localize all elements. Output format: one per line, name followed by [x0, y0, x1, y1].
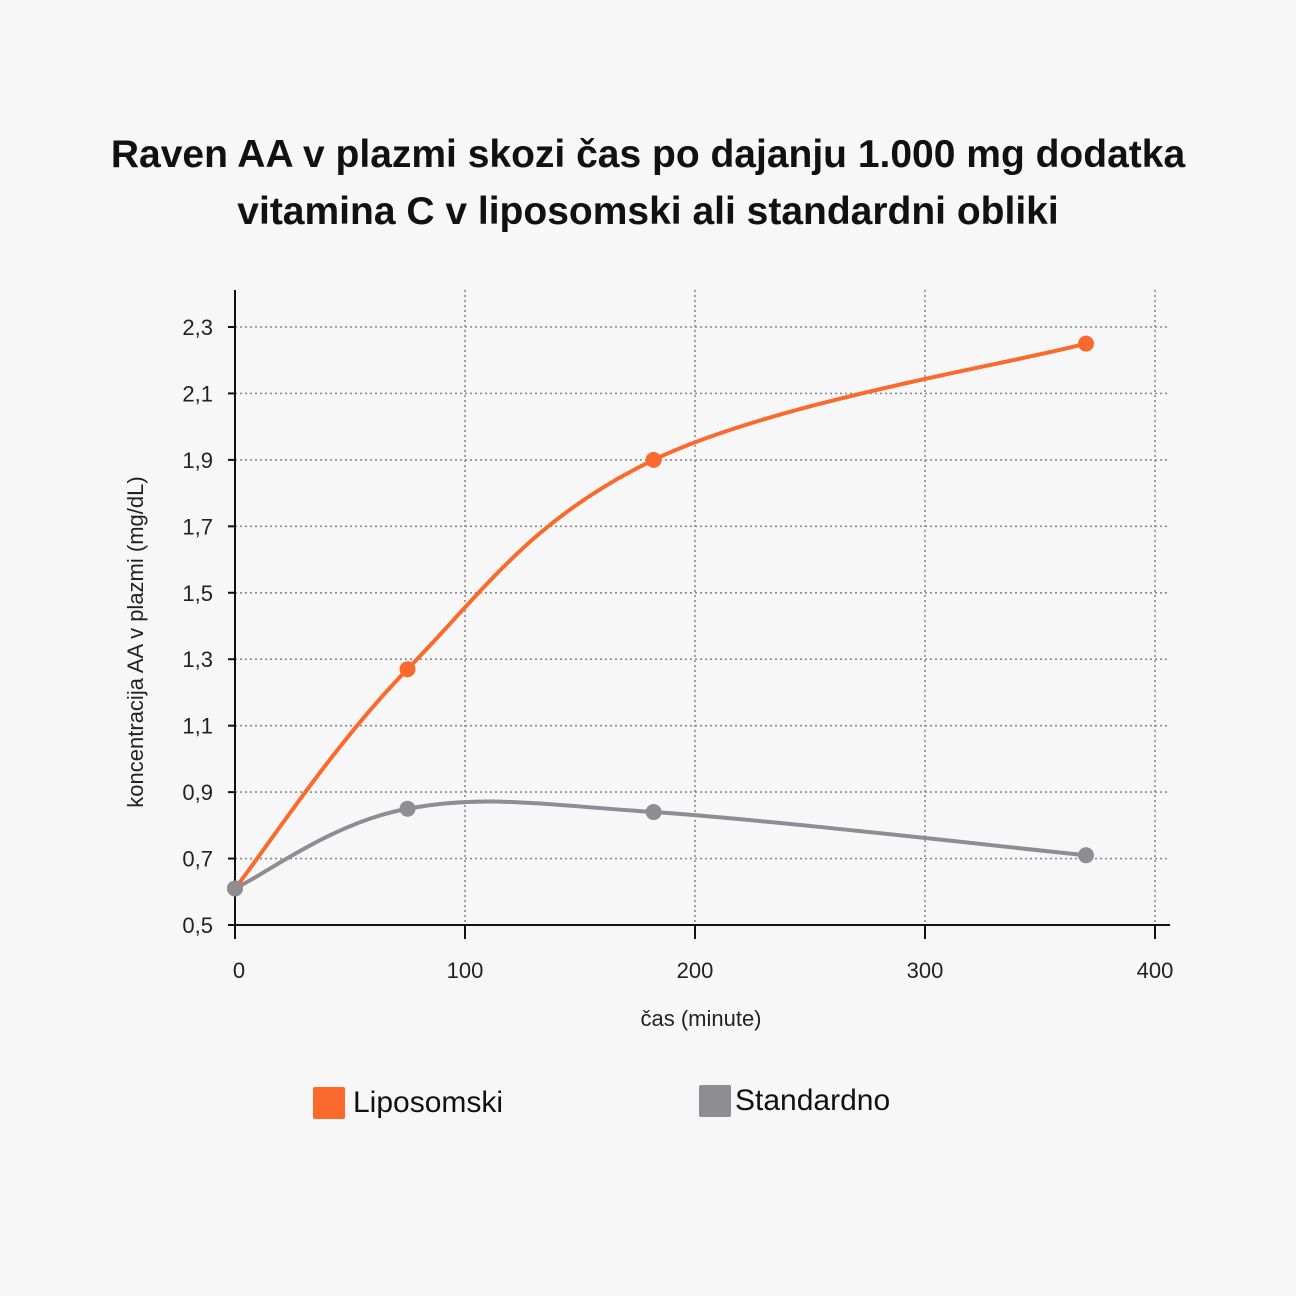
axes — [228, 290, 1170, 939]
legend-label-standardno: Standardno — [735, 1084, 891, 1117]
x-axis-title: čas (minute) — [640, 1006, 761, 1031]
x-tick-label: 0 — [233, 958, 245, 983]
y-tick-label: 0,9 — [182, 780, 213, 805]
series-line-liposomski — [233, 341, 1088, 891]
data-point-liposomski — [399, 661, 416, 678]
chart-title-line-1: Raven AA v plazmi skozi čas po dajanju 1… — [110, 133, 1186, 176]
tick-labels: 0,5 0,7 0,9 1,1 1,3 1,5 1,7 1,9 2,1 2,3 0 100 200 300… — [182, 315, 1173, 983]
legend-item-liposomski: Liposomski — [313, 1086, 503, 1120]
data-point-liposomski — [1078, 335, 1094, 352]
data-point-standardno — [227, 880, 243, 897]
x-tick-label: 300 — [907, 958, 944, 983]
grid-lines — [235, 290, 1170, 925]
y-tick-label: 0,5 — [182, 913, 213, 938]
y-tick-label: 0,7 — [182, 847, 213, 872]
y-tick-label: 1,3 — [182, 647, 213, 672]
legend: Liposomski Standardno — [0, 1080, 1296, 1130]
y-tick-label: 1,1 — [182, 714, 213, 739]
data-point-standardno — [399, 800, 416, 817]
data-point-standardno — [1078, 847, 1094, 864]
y-tick-label: 1,9 — [182, 448, 213, 473]
chart-title: Raven AA v plazmi skozi čas po dajanju 1… — [48, 126, 1248, 240]
y-axis-title: koncentracija AA v plazmi (mg/dL) — [123, 476, 148, 807]
data-point-standardno — [645, 804, 662, 821]
y-tick-label: 2,1 — [182, 381, 213, 406]
data-point-liposomski — [645, 451, 662, 468]
x-tick-label: 100 — [447, 958, 484, 983]
y-tick-label: 1,5 — [182, 581, 213, 606]
chart-title-line-2: vitamina C v liposomski ali standardni o… — [237, 190, 1059, 233]
data-series — [227, 335, 1094, 897]
y-tick-label: 1,7 — [182, 514, 213, 539]
x-tick-label: 400 — [1137, 958, 1174, 983]
legend-swatch-liposomski — [313, 1087, 345, 1119]
y-tick-label: 2,3 — [182, 315, 213, 340]
series-line-standardno — [233, 799, 1088, 891]
legend-swatch-standardno — [699, 1085, 731, 1117]
legend-label-liposomski: Liposomski — [353, 1086, 504, 1119]
legend-item-standardno: Standardno — [699, 1084, 890, 1118]
x-tick-label: 200 — [677, 958, 714, 983]
